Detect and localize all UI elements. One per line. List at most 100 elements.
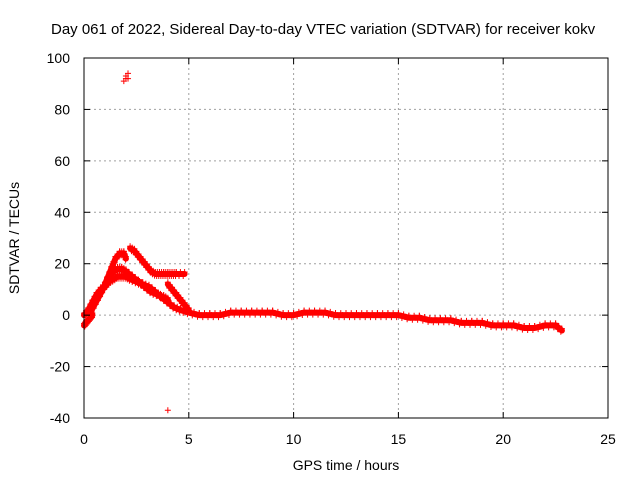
data-point (498, 324, 505, 331)
data-point (92, 300, 99, 307)
data-point (315, 311, 322, 318)
data-point (341, 314, 348, 321)
data-point (461, 321, 468, 328)
data-points (81, 70, 565, 414)
data-point (181, 269, 188, 275)
data-point (210, 314, 217, 321)
x-tick-label: 0 (80, 431, 88, 447)
series-main-band (81, 271, 565, 335)
data-point (425, 318, 432, 325)
data-point (299, 312, 306, 318)
data-point (472, 321, 479, 328)
data-point (294, 313, 301, 320)
data-point (535, 326, 542, 333)
data-point (111, 259, 118, 266)
data-point (550, 324, 557, 331)
data-point (309, 311, 316, 318)
data-point (409, 316, 416, 323)
y-tick-label: 80 (54, 101, 70, 117)
data-point (514, 325, 521, 332)
data-point (164, 407, 171, 414)
data-point (419, 317, 426, 324)
data-point (336, 314, 343, 321)
data-point (456, 321, 463, 328)
data-point (273, 312, 280, 319)
series-decline-4h (164, 279, 192, 315)
data-point (278, 313, 285, 320)
data-point (125, 75, 132, 82)
data-point (104, 275, 111, 282)
data-point (398, 315, 405, 321)
data-point (267, 311, 274, 318)
y-axis: -40 -20 0 20 40 60 80 100 (47, 50, 608, 426)
data-point (283, 314, 290, 321)
data-point (414, 316, 421, 323)
data-point (167, 299, 174, 306)
x-tick-label: 25 (600, 431, 616, 447)
data-point (220, 313, 227, 320)
data-point (430, 319, 437, 326)
data-point (435, 319, 442, 326)
data-point (164, 298, 171, 305)
data-point (404, 316, 411, 323)
data-point (164, 294, 171, 301)
data-point (320, 311, 327, 318)
data-point (304, 311, 311, 318)
data-point (95, 292, 102, 299)
data-point (122, 253, 129, 260)
data-point (330, 313, 337, 320)
data-point (225, 312, 232, 318)
data-point (288, 314, 295, 321)
data-point (215, 314, 222, 321)
y-tick-label: -20 (50, 359, 70, 375)
data-point (540, 324, 547, 331)
data-point (141, 281, 148, 288)
data-point (125, 70, 132, 77)
x-tick-label: 5 (185, 431, 193, 447)
data-point (252, 311, 259, 318)
data-point (89, 310, 96, 317)
data-point (180, 309, 187, 316)
data-point (346, 314, 353, 321)
series-upper-arc-3 (127, 243, 188, 279)
y-tick-label: 20 (54, 256, 70, 272)
data-point (503, 324, 510, 331)
data-point (126, 269, 133, 275)
data-point (122, 266, 129, 273)
data-point (451, 320, 458, 327)
y-tick-label: 0 (62, 307, 70, 323)
data-point (236, 311, 243, 318)
data-point (246, 311, 253, 318)
y-tick-label: -40 (50, 410, 70, 426)
data-point (98, 289, 105, 295)
data-point (91, 299, 98, 306)
data-point (205, 314, 212, 321)
data-point (446, 319, 453, 326)
data-point (99, 289, 106, 296)
data-point (477, 321, 484, 328)
data-point (377, 314, 384, 321)
data-point (185, 308, 192, 315)
data-point (135, 276, 142, 283)
data-point (90, 304, 97, 311)
data-point (362, 314, 369, 321)
data-point (189, 312, 196, 319)
y-tick-label: 100 (47, 50, 71, 66)
chart-title: Day 061 of 2022, Sidereal Day-to-day VTE… (51, 21, 596, 38)
y-tick-label: 60 (54, 153, 70, 169)
data-point (97, 288, 104, 295)
data-point (144, 284, 151, 291)
data-point (257, 311, 264, 318)
x-tick-label: 15 (391, 431, 407, 447)
data-point (508, 324, 515, 331)
data-point (94, 297, 101, 304)
series-below-zero-near-0h (81, 310, 96, 330)
y-axis-label: SDTVAR / TECUs (6, 182, 22, 294)
data-point (393, 314, 400, 321)
x-tick-label: 20 (495, 431, 511, 447)
grid-lines (84, 58, 608, 418)
data-point (93, 296, 100, 302)
data-point (545, 324, 552, 331)
data-point (325, 312, 332, 319)
